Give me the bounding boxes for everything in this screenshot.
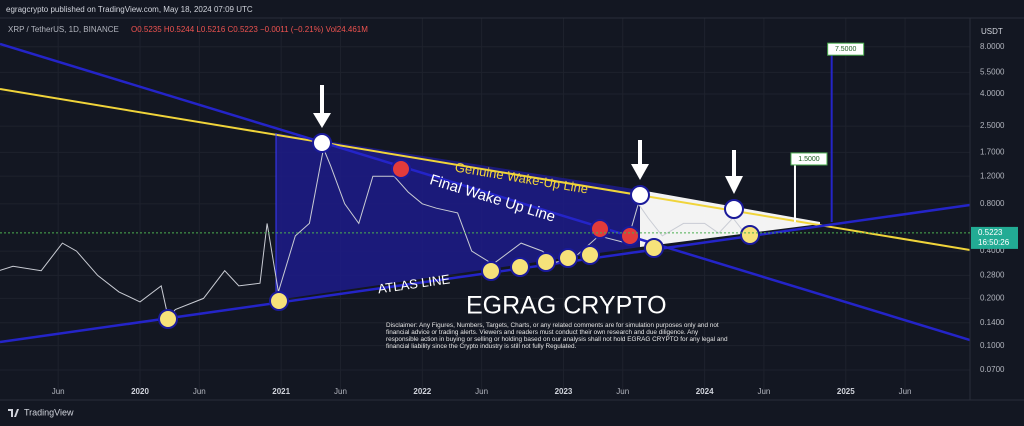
y-tick-label: 4.0000 — [980, 89, 1005, 98]
y-tick-label: 0.2000 — [980, 293, 1005, 302]
arrow-shaft — [320, 85, 324, 115]
arrow-shaft — [732, 150, 736, 178]
x-tick-label: 2022 — [413, 387, 431, 396]
circle — [269, 291, 289, 311]
y-tick-label: 5.5000 — [980, 67, 1005, 76]
final-line — [0, 42, 970, 342]
watermark: EGRAG CRYPTO — [466, 292, 667, 320]
x-tick-label: Jun — [334, 387, 347, 396]
y-tick-label: 1.2000 — [980, 171, 1005, 180]
y-tick-label: 0.1000 — [980, 341, 1005, 350]
x-tick-label: 2020 — [131, 387, 149, 396]
circle — [724, 199, 744, 219]
y-tick-label: 0.2800 — [980, 271, 1005, 280]
y-axis-label: USDT — [981, 27, 1003, 36]
y-tick-label: 0.8000 — [980, 199, 1005, 208]
x-tick-label: Jun — [616, 387, 629, 396]
x-tick-label: Jun — [475, 387, 488, 396]
x-tick-label: Jun — [899, 387, 912, 396]
circle — [590, 219, 610, 239]
last-price-box — [971, 226, 1018, 249]
last-price-label: 0.5223 — [978, 228, 1003, 237]
target-box — [827, 42, 865, 56]
arrow-head — [725, 176, 743, 194]
arrow-shaft — [638, 140, 642, 166]
circle — [644, 238, 664, 258]
y-tick-label: 1.7000 — [980, 148, 1005, 157]
y-tick-label: 2.5000 — [980, 121, 1005, 130]
circle — [481, 261, 501, 281]
footer: TradingView — [24, 407, 74, 417]
y-tick-label: 0.1400 — [980, 318, 1005, 327]
x-tick-label: Jun — [193, 387, 206, 396]
circle — [630, 185, 650, 205]
x-tick-label: 2021 — [272, 387, 290, 396]
circle — [580, 245, 600, 265]
logo — [8, 409, 19, 417]
x-tick-label: 2023 — [555, 387, 573, 396]
circle — [558, 248, 578, 268]
circle — [510, 257, 530, 277]
symbol: XRP / TetherUS, 1D, BINANCE — [8, 25, 119, 34]
circle — [740, 225, 760, 245]
arrow-head — [631, 164, 649, 180]
circle — [312, 133, 332, 153]
disclaimer: Disclaimer: Any Figures, Numbers, Target… — [386, 322, 728, 350]
arrow-head — [313, 113, 331, 128]
ohlc: O0.5235 H0.5244 L0.5216 C0.5223 −0.0011 … — [131, 25, 368, 34]
y-tick-label: 8.0000 — [980, 42, 1005, 51]
countdown: 16:50:26 — [978, 238, 1010, 247]
arrows — [313, 85, 743, 194]
price — [0, 146, 759, 320]
target-box — [790, 152, 828, 166]
y-tick-label: 0.4000 — [980, 246, 1005, 255]
markers — [158, 133, 760, 329]
circle — [620, 226, 640, 246]
circle — [536, 252, 556, 272]
y-tick-label: 0.0700 — [980, 365, 1005, 374]
target-label: 1.5000 — [798, 156, 820, 163]
x-tick-label: 2024 — [696, 387, 714, 396]
target-label: 7.5000 — [835, 46, 857, 53]
x-tick-label: Jun — [52, 387, 65, 396]
circle — [158, 309, 178, 329]
genuine-line — [0, 88, 970, 251]
publisher: egragcrypto published on TradingView.com… — [6, 5, 253, 14]
x-tick-label: Jun — [757, 387, 770, 396]
circle — [391, 159, 411, 179]
x-tick-label: 2025 — [837, 387, 855, 396]
price-line — [0, 146, 759, 320]
